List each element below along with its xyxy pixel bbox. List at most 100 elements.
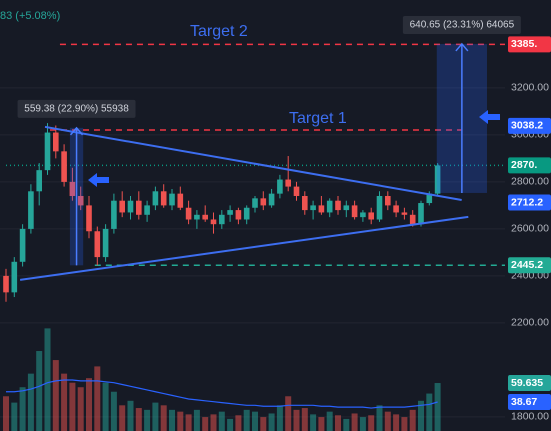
candle-body — [227, 210, 233, 215]
candle-body — [243, 207, 250, 220]
candle-body — [418, 203, 424, 225]
candle-body — [360, 212, 366, 218]
volume-bar — [110, 391, 117, 431]
candle-body — [69, 181, 76, 196]
price-label-box — [508, 194, 551, 211]
candle-body — [77, 195, 84, 206]
measure-label: 559.38 (22.90%) 55938 — [24, 103, 129, 114]
volume-label-box — [508, 393, 551, 410]
candle-body — [53, 132, 59, 152]
candle-body — [111, 200, 117, 229]
candle-body — [302, 195, 308, 211]
candle-body — [3, 275, 9, 293]
volume-bar — [86, 378, 92, 431]
volume-bar — [69, 382, 76, 431]
plot-area — [3, 42, 505, 431]
candle-body — [343, 205, 350, 211]
candle-body — [19, 228, 26, 262]
price-label: 2870. — [511, 159, 537, 171]
volume-bar — [102, 382, 109, 431]
candle-body — [235, 210, 242, 220]
volume-bar — [343, 418, 350, 431]
candle-body — [326, 200, 333, 213]
volume-bar — [301, 408, 308, 431]
trendline — [19, 215, 469, 281]
candle-body — [351, 205, 358, 218]
volume-bar — [135, 408, 142, 431]
volume-bar — [193, 409, 200, 431]
candle-body — [144, 205, 150, 215]
volume-bar — [152, 402, 159, 431]
volume-bar — [260, 417, 267, 431]
candle-body — [318, 205, 325, 213]
candle-body — [102, 228, 109, 258]
volume-bar — [243, 409, 250, 431]
measure-arrow — [69, 126, 84, 266]
candle-body — [219, 214, 225, 225]
candle-body — [177, 193, 184, 208]
price-label-box — [508, 36, 551, 53]
volume-bar — [285, 396, 292, 431]
arrow-icon — [88, 173, 109, 187]
candle-body — [119, 200, 125, 213]
volume-bar — [127, 400, 134, 431]
volume-bar — [61, 373, 68, 431]
volume-bar — [268, 413, 275, 431]
candle-body — [401, 212, 408, 215]
price-label-box — [508, 257, 551, 274]
volume-bar — [426, 393, 433, 431]
header: 83 (+5.08%) — [0, 10, 60, 22]
volume-bar — [19, 387, 26, 431]
candle-body — [94, 231, 101, 258]
trendline — [44, 125, 462, 201]
arrow-icon — [479, 110, 500, 124]
volume-bar — [36, 351, 43, 431]
volume-bar — [202, 417, 209, 431]
volume-bar — [210, 414, 217, 431]
price-label-box — [508, 117, 551, 134]
volume-bar — [252, 411, 258, 431]
candle-body — [136, 200, 142, 215]
measure-label-box — [402, 15, 521, 34]
volume-bar — [393, 414, 400, 431]
price-label-box — [508, 157, 551, 174]
candle-body — [376, 195, 383, 220]
volume-bar — [368, 415, 375, 431]
candle-body — [277, 179, 283, 194]
volume-bar — [52, 360, 59, 431]
volume-bar — [359, 417, 366, 431]
y-tick-label: 2200.00 — [511, 317, 549, 329]
candle-body — [409, 214, 416, 225]
candle-body — [11, 261, 18, 293]
candle-body — [385, 195, 391, 206]
candle-body — [160, 191, 167, 206]
price-label: 3038.2 — [511, 120, 543, 132]
volume-bar — [160, 405, 167, 431]
volume-bar — [144, 409, 151, 431]
candle-body — [268, 193, 275, 206]
volume-bar — [401, 417, 408, 431]
candle-body — [252, 198, 258, 208]
volume-bar — [11, 402, 18, 431]
volume-label-box — [508, 375, 551, 392]
volume-bar — [310, 414, 317, 431]
volume-bar — [218, 411, 225, 431]
candle-body — [393, 205, 399, 213]
y-tick-label: 3200.00 — [511, 82, 549, 94]
volume-bar — [418, 400, 424, 431]
candle-body — [86, 205, 92, 232]
volume-bar — [351, 413, 358, 431]
volume-bar — [185, 414, 192, 431]
annotation: Target 2 — [190, 23, 248, 40]
price-label: 2445.2 — [511, 259, 543, 271]
candle-body — [127, 200, 134, 213]
volume-bar — [94, 366, 101, 431]
volume-bar — [169, 409, 175, 431]
measure-arrow — [455, 42, 469, 193]
annotation: Target 1 — [289, 110, 347, 127]
price-label: 3385. — [511, 38, 537, 50]
candle-body — [335, 200, 341, 211]
volume-bar — [77, 387, 84, 431]
y-tick-label: 2600.00 — [511, 223, 549, 235]
